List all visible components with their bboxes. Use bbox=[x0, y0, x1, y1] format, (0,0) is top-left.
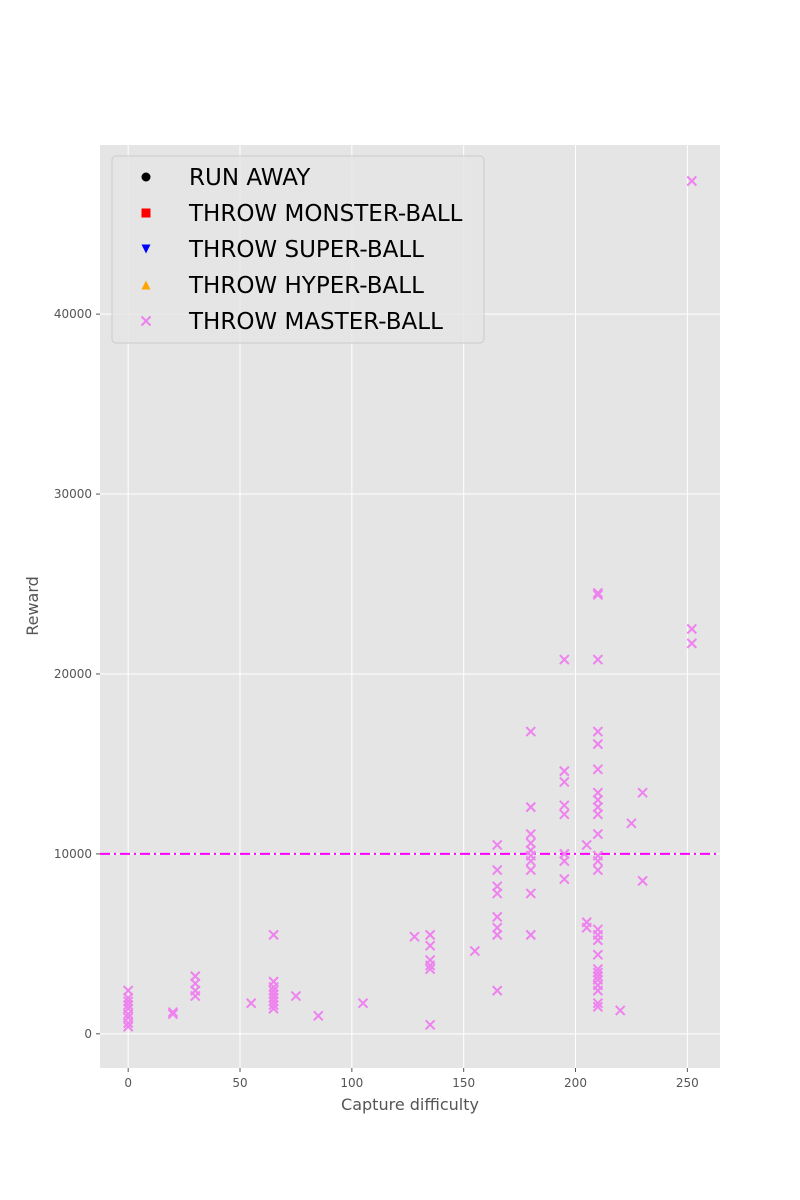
data-point bbox=[592, 654, 604, 665]
data-point bbox=[637, 787, 648, 798]
data-point bbox=[559, 654, 570, 665]
legend-label: THROW MASTER-BALL bbox=[188, 309, 443, 335]
legend-label: THROW SUPER-BALL bbox=[188, 237, 424, 263]
data-point bbox=[492, 864, 503, 876]
data-point bbox=[559, 765, 570, 777]
data-point bbox=[424, 960, 436, 971]
data-point bbox=[592, 587, 604, 599]
data-point bbox=[592, 855, 604, 867]
data-point bbox=[592, 738, 604, 750]
data-point bbox=[409, 931, 420, 942]
x-tick-label: 50 bbox=[232, 1076, 247, 1090]
data-point bbox=[686, 638, 698, 649]
data-point bbox=[592, 949, 604, 960]
data-point bbox=[122, 1017, 134, 1029]
data-point bbox=[525, 929, 536, 941]
data-point bbox=[268, 1003, 279, 1014]
data-point bbox=[525, 855, 536, 867]
data-point bbox=[492, 929, 503, 941]
data-point bbox=[525, 864, 536, 876]
data-point bbox=[424, 963, 436, 975]
y-axis-label: Reward bbox=[23, 576, 42, 636]
data-point bbox=[637, 875, 648, 887]
y-tick-label: 10000 bbox=[54, 847, 92, 861]
data-point bbox=[525, 801, 536, 813]
data-point bbox=[492, 888, 503, 899]
data-point bbox=[245, 998, 257, 1009]
data-point bbox=[122, 999, 134, 1011]
data-point bbox=[525, 828, 536, 840]
legend: RUN AWAY THROW MONSTER-BALL THROW SUPER-BA… bbox=[111, 155, 485, 344]
data-point bbox=[190, 990, 201, 1002]
y-axis-ticks: 0 10000 20000 30000 40000 bbox=[54, 307, 100, 1041]
data-point bbox=[492, 839, 503, 851]
data-point bbox=[525, 726, 536, 737]
data-points bbox=[122, 175, 698, 1032]
data-point bbox=[313, 1010, 324, 1022]
x-tick-label: 250 bbox=[676, 1076, 699, 1090]
data-point bbox=[559, 855, 570, 867]
legend-marker bbox=[141, 208, 151, 218]
data-point bbox=[122, 1021, 134, 1032]
data-point bbox=[581, 839, 592, 851]
data-point bbox=[559, 809, 570, 820]
legend-box bbox=[111, 155, 485, 344]
data-point bbox=[122, 1008, 134, 1020]
data-point bbox=[357, 998, 369, 1009]
data-point bbox=[592, 985, 604, 996]
legend-marker bbox=[141, 172, 151, 182]
data-point bbox=[592, 864, 604, 876]
data-point bbox=[424, 940, 436, 951]
data-point bbox=[559, 776, 570, 788]
data-point bbox=[592, 935, 604, 946]
data-point bbox=[167, 1008, 179, 1020]
data-point bbox=[290, 990, 302, 1002]
data-point bbox=[492, 985, 503, 996]
data-point bbox=[592, 726, 604, 737]
data-point bbox=[268, 999, 279, 1011]
y-tick-label: 20000 bbox=[54, 667, 92, 681]
data-point bbox=[592, 971, 604, 982]
data-point bbox=[581, 922, 592, 933]
y-tick-label: 40000 bbox=[54, 307, 92, 321]
data-point bbox=[592, 809, 604, 820]
y-tick-label: 30000 bbox=[54, 487, 92, 501]
data-point bbox=[424, 1019, 436, 1031]
data-point bbox=[559, 800, 570, 811]
data-point bbox=[424, 929, 436, 941]
x-axis-ticks: 0 50 100 150 200 250 bbox=[124, 1068, 699, 1090]
legend-label: THROW MONSTER-BALL bbox=[188, 201, 463, 227]
data-point bbox=[559, 873, 570, 885]
x-axis-label: Capture difficulty bbox=[341, 1095, 479, 1114]
data-point bbox=[592, 589, 604, 601]
legend-marker bbox=[141, 280, 151, 290]
data-point bbox=[469, 945, 481, 957]
data-point bbox=[492, 911, 503, 923]
x-tick-label: 200 bbox=[564, 1076, 587, 1090]
x-tick-label: 100 bbox=[340, 1076, 363, 1090]
y-tick-label: 0 bbox=[84, 1027, 92, 1041]
x-tick-label: 150 bbox=[452, 1076, 475, 1090]
data-point bbox=[626, 818, 637, 829]
legend-label: RUN AWAY bbox=[189, 165, 311, 191]
legend-marker bbox=[140, 315, 152, 327]
legend-label: THROW HYPER-BALL bbox=[188, 273, 424, 299]
data-point bbox=[615, 1005, 626, 1016]
data-point bbox=[592, 764, 604, 775]
data-point bbox=[686, 623, 698, 635]
data-point bbox=[592, 1001, 604, 1013]
data-point bbox=[167, 1007, 179, 1018]
data-point bbox=[592, 998, 604, 1009]
data-point bbox=[686, 175, 698, 187]
data-point bbox=[525, 888, 536, 899]
legend-marker bbox=[141, 244, 151, 254]
data-point bbox=[592, 828, 604, 840]
data-point bbox=[268, 929, 279, 941]
x-tick-label: 0 bbox=[124, 1076, 132, 1090]
